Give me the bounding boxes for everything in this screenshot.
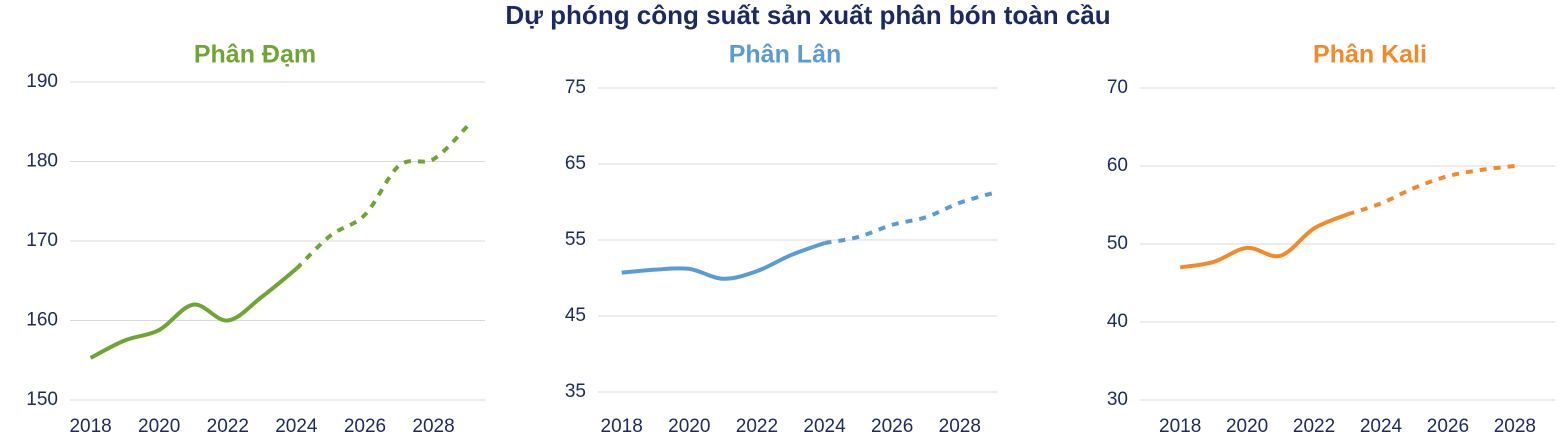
x-tick-label: 2018 [601, 416, 643, 437]
x-tick-label: 2020 [668, 416, 710, 437]
y-tick-label: 150 [26, 389, 58, 410]
y-tick-label: 45 [565, 305, 586, 326]
line-actual [1179, 212, 1349, 270]
x-tick-label: 2026 [344, 416, 386, 437]
x-tick-label: 2022 [207, 416, 249, 437]
chart-subtitle: Phân Đạm [194, 41, 316, 69]
line-actual [89, 267, 298, 360]
x-tick-label: 2024 [275, 416, 318, 437]
x-tick-label: 2018 [69, 416, 111, 437]
y-tick-label: 190 [26, 71, 58, 92]
line-forecast [294, 124, 470, 271]
line-forecast [824, 190, 995, 246]
x-tick-label: 2026 [1427, 416, 1469, 437]
x-tick-label: 2020 [138, 416, 180, 437]
x-tick-label: 2020 [1226, 416, 1268, 437]
y-tick-label: 60 [1107, 155, 1128, 176]
y-tick-label: 70 [1107, 77, 1128, 98]
y-tick-label: 170 [26, 230, 58, 251]
y-tick-label: 180 [26, 151, 58, 172]
y-tick-label: 75 [565, 77, 586, 98]
y-tick-label: 35 [565, 381, 586, 402]
chart-subtitle: Phân Lân [729, 41, 842, 69]
x-tick-label: 2028 [412, 416, 454, 437]
x-tick-label: 2022 [736, 416, 778, 437]
x-tick-label: 2024 [803, 416, 846, 437]
y-tick-label: 30 [1107, 389, 1128, 410]
line-forecast [1346, 164, 1516, 217]
x-tick-label: 2026 [871, 416, 913, 437]
y-tick-label: 160 [26, 310, 58, 331]
x-tick-label: 2018 [1159, 416, 1201, 437]
x-tick-label: 2022 [1293, 416, 1335, 437]
x-tick-label: 2028 [939, 416, 981, 437]
y-tick-label: 50 [1107, 233, 1128, 254]
page-title: Dự phóng công suất sản xuất phân bón toà… [505, 0, 1110, 30]
x-tick-label: 2024 [1360, 416, 1403, 437]
y-tick-label: 65 [565, 153, 586, 174]
chart-subtitle: Phân Kali [1313, 41, 1427, 69]
line-actual [621, 241, 826, 281]
y-tick-label: 55 [565, 229, 586, 250]
x-tick-label: 2028 [1494, 416, 1536, 437]
y-tick-label: 40 [1107, 311, 1128, 332]
